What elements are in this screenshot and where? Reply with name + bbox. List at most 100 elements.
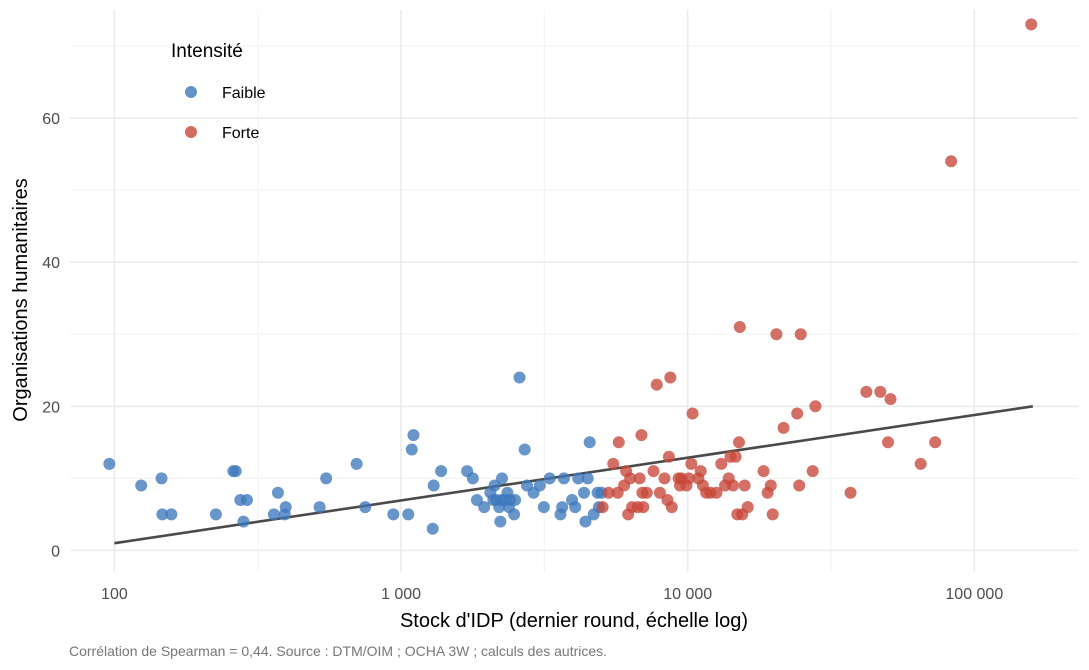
data-point-forte bbox=[662, 450, 675, 463]
data-point-faible bbox=[426, 522, 439, 535]
data-point-forte bbox=[738, 479, 751, 492]
x-axis-title: Stock d'IDP (dernier round, échelle log) bbox=[400, 610, 748, 632]
data-point-forte bbox=[766, 508, 779, 521]
x-tick-label: 1 000 bbox=[381, 586, 421, 603]
data-point-forte bbox=[809, 400, 822, 413]
data-point-forte bbox=[733, 321, 746, 334]
data-point-forte bbox=[612, 436, 625, 449]
data-point-forte bbox=[794, 328, 807, 341]
data-point-faible bbox=[155, 472, 168, 485]
data-point-forte bbox=[1025, 18, 1038, 31]
data-point-forte bbox=[647, 465, 660, 478]
data-point-forte bbox=[727, 479, 740, 492]
data-point-faible bbox=[494, 515, 507, 528]
data-point-faible bbox=[495, 472, 508, 485]
data-point-forte bbox=[607, 457, 620, 470]
data-point-forte bbox=[914, 457, 927, 470]
data-point-forte bbox=[633, 472, 646, 485]
y-tick-label: 60 bbox=[42, 111, 60, 128]
y-tick-labels: 0 20 40 60 bbox=[42, 111, 60, 560]
data-point-faible bbox=[537, 501, 550, 514]
data-point-forte bbox=[764, 479, 777, 492]
data-point-forte bbox=[694, 465, 707, 478]
data-point-forte bbox=[664, 371, 677, 384]
data-point-forte bbox=[874, 385, 887, 398]
data-point-faible bbox=[240, 493, 253, 506]
data-point-faible bbox=[509, 493, 522, 506]
data-point-faible bbox=[279, 501, 292, 514]
data-point-forte bbox=[640, 486, 653, 499]
data-point-faible bbox=[407, 429, 420, 442]
data-point-faible bbox=[103, 457, 116, 470]
grid-lines bbox=[70, 10, 1078, 572]
data-point-forte bbox=[637, 501, 650, 514]
y-tick-label: 20 bbox=[42, 399, 60, 416]
data-point-forte bbox=[596, 501, 609, 514]
data-point-faible bbox=[359, 501, 372, 514]
data-point-forte bbox=[658, 472, 671, 485]
data-point-faible bbox=[569, 501, 582, 514]
data-point-faible bbox=[513, 371, 526, 384]
data-point-faible bbox=[518, 443, 531, 456]
data-point-faible bbox=[209, 508, 222, 521]
data-point-faible bbox=[313, 501, 326, 514]
data-point-faible bbox=[156, 508, 169, 521]
data-point-forte bbox=[710, 486, 723, 499]
data-point-faible bbox=[387, 508, 400, 521]
data-point-forte bbox=[715, 457, 728, 470]
data-point-forte bbox=[635, 429, 648, 442]
data-point-forte bbox=[685, 457, 698, 470]
x-tick-label: 10 000 bbox=[663, 586, 712, 603]
legend-title: Intensité bbox=[171, 41, 243, 62]
legend-label-faible: Faible bbox=[222, 85, 266, 102]
data-point-faible bbox=[427, 479, 440, 492]
legend-marker-faible bbox=[185, 86, 197, 98]
data-point-forte bbox=[884, 393, 897, 406]
x-tick-label: 100 000 bbox=[945, 586, 1003, 603]
data-point-forte bbox=[757, 465, 770, 478]
data-point-forte bbox=[844, 486, 857, 499]
data-point-forte bbox=[732, 436, 745, 449]
x-tick-label: 100 bbox=[101, 586, 128, 603]
y-tick-label: 40 bbox=[42, 255, 60, 272]
x-tick-labels: 100 1 000 10 000 100 000 bbox=[101, 586, 1003, 603]
data-point-faible bbox=[320, 472, 333, 485]
data-point-forte bbox=[602, 486, 615, 499]
data-point-faible bbox=[267, 508, 280, 521]
data-point-faible bbox=[165, 508, 178, 521]
data-point-faible bbox=[543, 472, 556, 485]
data-point-faible bbox=[556, 501, 569, 514]
data-point-forte bbox=[929, 436, 942, 449]
data-point-forte bbox=[945, 155, 958, 168]
data-point-faible bbox=[435, 465, 448, 478]
data-point-forte bbox=[729, 450, 742, 463]
data-point-faible bbox=[581, 472, 594, 485]
data-point-faible bbox=[578, 486, 591, 499]
data-point-faible bbox=[579, 515, 592, 528]
data-point-forte bbox=[882, 436, 895, 449]
data-point-faible bbox=[135, 479, 148, 492]
data-point-faible bbox=[557, 472, 570, 485]
data-point-faible bbox=[229, 465, 242, 478]
data-point-faible bbox=[271, 486, 284, 499]
data-point-faible bbox=[402, 508, 415, 521]
data-point-faible bbox=[508, 508, 521, 521]
y-axis-title: Organisations humanitaires bbox=[10, 178, 32, 421]
data-point-forte bbox=[650, 378, 663, 391]
data-point-faible bbox=[583, 436, 596, 449]
data-point-faible bbox=[572, 472, 585, 485]
data-point-faible bbox=[466, 472, 479, 485]
legend-label-forte: Forte bbox=[222, 125, 259, 142]
chart-caption: Corrélation de Spearman = 0,44. Source :… bbox=[69, 643, 607, 659]
data-point-faible bbox=[350, 457, 363, 470]
data-point-faible bbox=[405, 443, 418, 456]
data-point-faible bbox=[478, 501, 491, 514]
data-point-faible bbox=[533, 479, 546, 492]
data-point-forte bbox=[791, 407, 804, 420]
data-point-forte bbox=[653, 486, 666, 499]
data-point-forte bbox=[741, 501, 754, 514]
legend: Intensité Faible Forte bbox=[171, 41, 266, 142]
data-point-forte bbox=[860, 385, 873, 398]
data-point-forte bbox=[686, 407, 699, 420]
